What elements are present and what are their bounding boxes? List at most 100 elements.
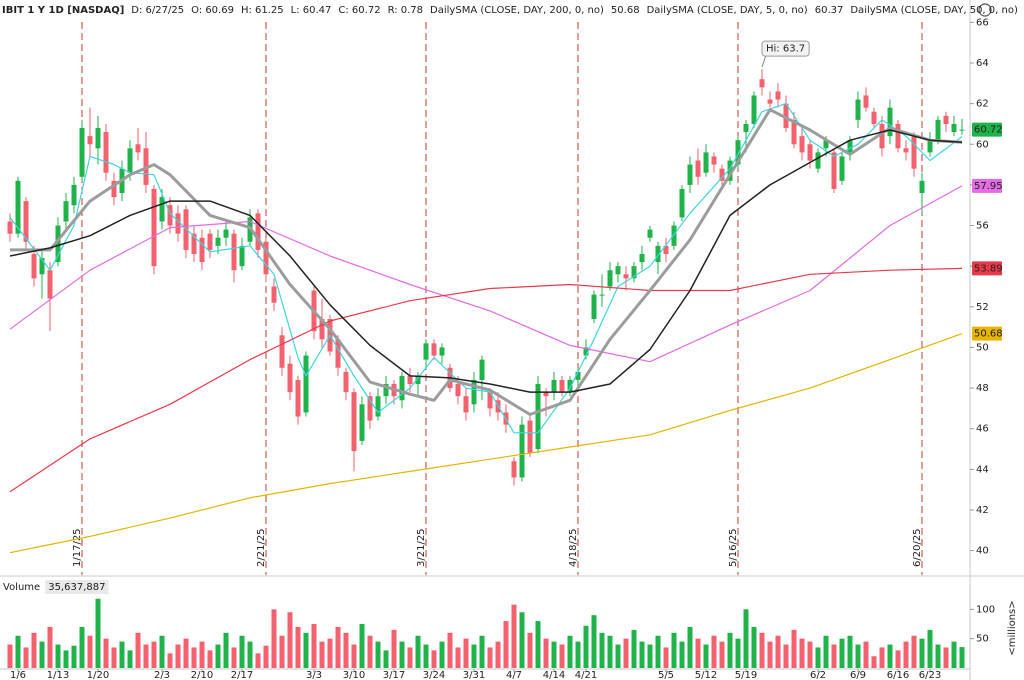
volume-bar	[15, 635, 21, 668]
event-label: 5/16/25	[728, 528, 739, 567]
volume-bar	[47, 626, 53, 668]
volume-bar	[767, 641, 773, 668]
volume-bar	[711, 635, 717, 668]
candle-body	[727, 160, 733, 181]
candle-body	[551, 379, 557, 393]
event-label: 1/17/25	[72, 528, 83, 567]
volume-bar	[551, 641, 557, 668]
candle-body	[663, 245, 669, 254]
candle-body	[615, 266, 621, 275]
candle-body	[759, 79, 765, 88]
volume-bar	[831, 644, 837, 668]
volume-bar	[103, 638, 109, 668]
volume-bar	[31, 632, 37, 668]
volume-bar	[727, 632, 733, 668]
volume-bar	[895, 650, 901, 668]
volume-bar	[535, 621, 541, 668]
high-callout-bg	[761, 40, 810, 57]
volume-bar	[495, 641, 501, 668]
volume-bar	[135, 632, 141, 668]
volume-bar	[799, 638, 805, 668]
axis-label: <millions>	[1007, 600, 1018, 655]
event-label: 3/21/25	[416, 528, 427, 567]
candle-body	[407, 375, 413, 385]
volume-bar	[695, 638, 701, 668]
candle-body	[535, 384, 541, 450]
candle-body	[423, 343, 429, 360]
volume-bar	[247, 641, 253, 668]
candle-body	[263, 241, 269, 275]
candle-body	[319, 318, 325, 340]
candle-body	[655, 245, 661, 263]
volume-bar	[399, 641, 405, 668]
candle-body	[671, 225, 677, 246]
volume-bar	[863, 641, 869, 668]
candle-body	[103, 132, 109, 173]
x-tick-label: 5/12	[695, 670, 717, 680]
candle-body	[351, 392, 357, 452]
candle-body	[919, 180, 925, 194]
sma-value-tag: 50.68	[974, 329, 1003, 340]
candle-body	[111, 180, 117, 198]
volume-bar	[463, 638, 469, 668]
candle-body	[287, 363, 293, 393]
event-label: 4/18/25	[568, 528, 579, 567]
volume-bar	[143, 644, 149, 668]
candle-body	[527, 420, 533, 454]
last-price-tag-bg	[972, 122, 1002, 137]
candle-body	[431, 343, 437, 356]
settings-icon[interactable]	[978, 3, 992, 17]
x-tick-label: 5/19	[735, 670, 757, 680]
volume-bar	[663, 647, 669, 668]
sma-line	[9, 185, 963, 363]
volume-bar	[431, 650, 437, 668]
chart-title: IBIT 1 Y 1D [NASDAQ]	[2, 5, 124, 16]
volume-bar	[407, 647, 413, 668]
volume-bar	[359, 624, 365, 668]
volume-bar	[335, 626, 341, 668]
sma-line	[9, 333, 963, 554]
sma-line	[10, 108, 963, 416]
y-tick-label: 42	[976, 505, 989, 516]
volume-bar	[503, 621, 509, 668]
volume-bar	[511, 604, 517, 668]
volume-bar	[615, 644, 621, 668]
volume-bar	[951, 641, 957, 668]
candle-body	[31, 253, 37, 279]
candle-body	[55, 225, 61, 263]
x-tick-label: 4/21	[575, 670, 597, 680]
volume-bar	[887, 644, 893, 668]
candle-body	[847, 140, 853, 153]
candle-body	[943, 115, 949, 124]
volume-bar	[327, 638, 333, 668]
candle-body	[479, 359, 485, 380]
candle-body	[807, 144, 813, 161]
candle-body	[71, 184, 77, 206]
candle-body	[879, 123, 885, 149]
sma-value-tag: 53.89	[974, 263, 1003, 274]
sma-value-tag-bg	[972, 326, 1002, 341]
legend-value: 60.37	[815, 5, 844, 16]
candle-body	[63, 201, 69, 222]
volume-bar	[375, 641, 381, 668]
candle-body	[375, 396, 381, 417]
x-tick-label: 2/17	[231, 670, 253, 680]
x-tick-label: 3/3	[306, 670, 322, 680]
legend-entry: DailySMA (CLOSE, DAY, 5, 0, no)	[647, 5, 808, 16]
candle-body	[183, 209, 189, 250]
x-tick-label: 3/17	[383, 670, 405, 680]
candle-body	[775, 91, 781, 100]
candle-body	[959, 129, 965, 131]
volume-bar	[631, 629, 637, 668]
sma-value-tag: 57.95	[974, 181, 1003, 192]
candle-body	[223, 229, 229, 238]
volume-bar	[191, 647, 197, 668]
volume-bar	[455, 647, 461, 668]
candle-body	[471, 379, 477, 405]
volume-bar	[519, 612, 525, 668]
volume-bar	[183, 638, 189, 668]
candle-body	[687, 164, 693, 185]
